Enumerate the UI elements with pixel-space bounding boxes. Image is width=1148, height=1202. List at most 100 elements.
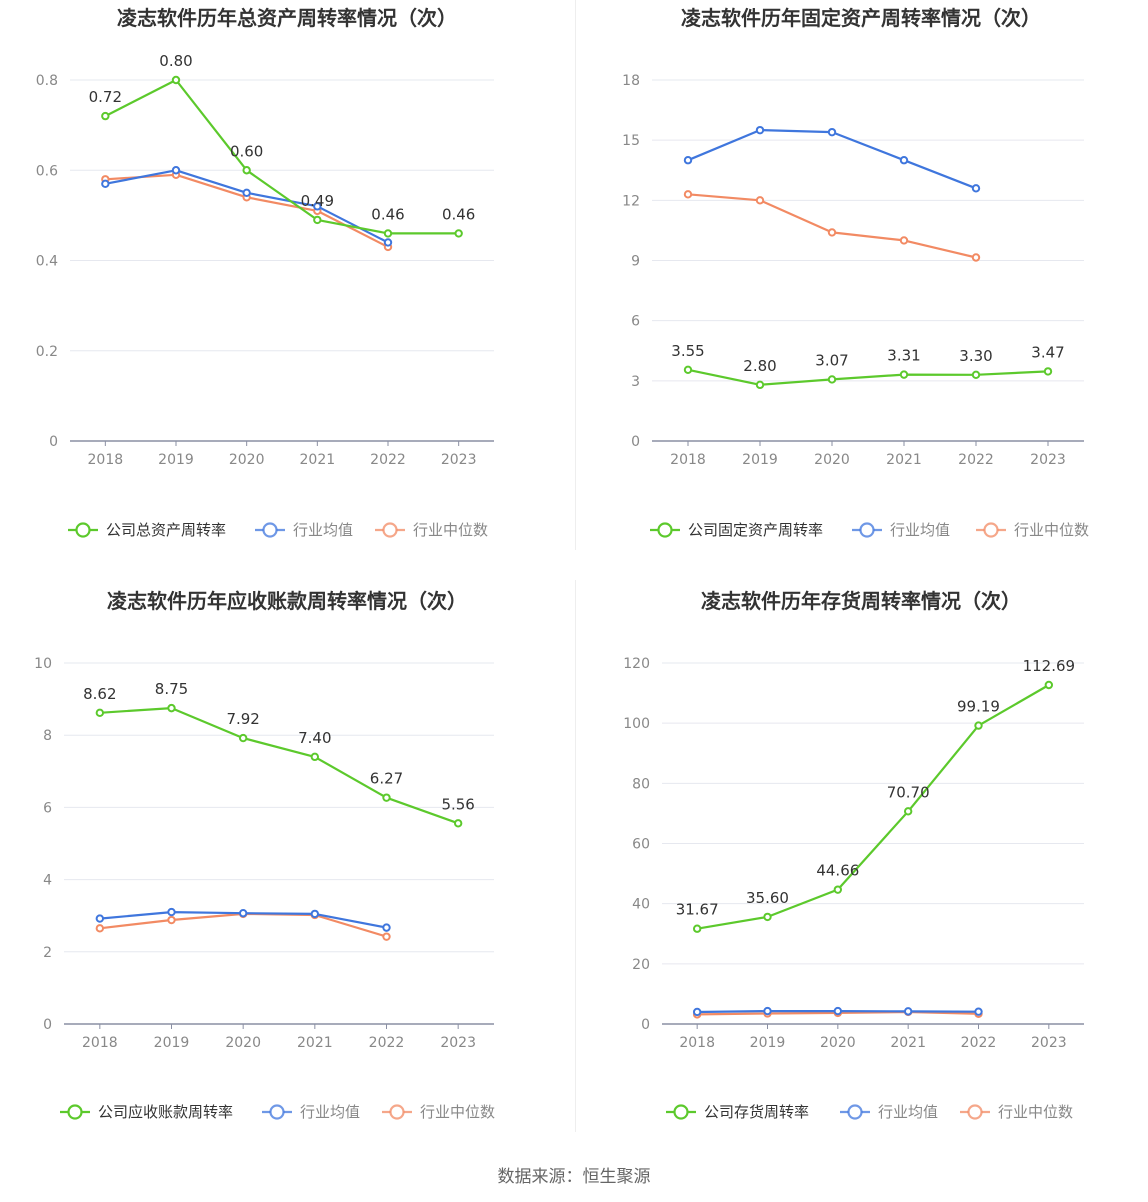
x-tick-label: 2019 — [154, 1035, 190, 1051]
data-point — [763, 1006, 772, 1016]
x-tick-label: 2019 — [742, 452, 778, 468]
x-tick-label: 2020 — [225, 1035, 261, 1051]
data-label: 44.66 — [816, 862, 859, 880]
data-label: 3.30 — [959, 347, 992, 365]
x-tick-label: 2018 — [670, 452, 706, 468]
x-tick-label: 2021 — [886, 452, 922, 468]
legend-label: 行业中位数 — [998, 1103, 1073, 1121]
data-point — [755, 380, 765, 390]
data-point — [1043, 367, 1053, 376]
data-point — [310, 752, 320, 762]
data-point — [382, 932, 391, 941]
legend-label: 公司固定资产周转率 — [688, 521, 823, 539]
chart-svg: 凌志软件历年固定资产周转率情况（次） 0 3 6 9 12 15 18 2018 2019 2020… — [622, 6, 1089, 539]
legend-label: 行业均值 — [878, 1103, 938, 1121]
x-tick-label: 2018 — [679, 1035, 715, 1051]
y-tick-label: 10 — [34, 656, 52, 672]
data-point — [1044, 680, 1054, 690]
data-point — [974, 721, 983, 730]
data-point — [101, 179, 110, 188]
data-point — [763, 912, 772, 922]
data-point — [453, 819, 463, 828]
x-tick-label: 2021 — [890, 1035, 926, 1051]
data-label: 3.47 — [1031, 343, 1064, 361]
x-tick-label: 2022 — [958, 452, 994, 468]
data-label: 0.49 — [301, 192, 334, 210]
data-point — [95, 708, 105, 718]
data-point — [313, 202, 322, 211]
data-point — [101, 111, 110, 121]
data-label: 3.07 — [815, 351, 848, 369]
chart-title: 凌志软件历年应收账款周转率情况（次） — [107, 589, 467, 613]
y-tick-label: 12 — [622, 193, 640, 209]
x-tick-label: 2019 — [750, 1035, 786, 1051]
data-label: 7.92 — [226, 710, 259, 728]
data-label: 35.60 — [746, 889, 789, 907]
data-point — [171, 166, 181, 175]
data-label: 8.75 — [155, 680, 188, 698]
y-tick-label: 0 — [641, 1017, 650, 1033]
data-point — [971, 184, 981, 193]
x-tick-label: 2023 — [441, 452, 477, 468]
data-point — [454, 229, 463, 238]
legend-label: 行业均值 — [300, 1103, 360, 1121]
data-label: 3.55 — [671, 342, 704, 360]
data-point — [95, 924, 105, 933]
data-label: 3.31 — [887, 347, 920, 365]
data-point — [899, 156, 909, 165]
x-tick-label: 2019 — [158, 452, 194, 468]
data-point — [755, 196, 765, 205]
data-point — [899, 370, 909, 379]
data-label: 112.69 — [1023, 657, 1075, 675]
data-point — [242, 188, 251, 198]
data-point — [310, 909, 320, 919]
y-tick-label: 18 — [622, 73, 640, 89]
data-point — [167, 915, 176, 925]
legend-marker — [847, 1104, 863, 1120]
y-tick-label: 40 — [632, 897, 650, 913]
series-line — [105, 173, 389, 248]
legend-label: 公司应收账款周转率 — [98, 1103, 233, 1121]
data-point — [971, 370, 981, 380]
chart-panel-total-asset-turnover: 凌志软件历年总资产周转率情况（次） 0 0.2 0.4 0.6 0.8 2018 2019 20… — [0, 0, 574, 585]
y-tick-label: 0 — [49, 434, 58, 450]
legend-label: 行业中位数 — [1014, 521, 1089, 539]
data-label: 0.80 — [159, 52, 192, 70]
legend-marker — [673, 1104, 689, 1120]
y-tick-label: 0.8 — [36, 73, 58, 89]
chart-panel-fixed-asset-turnover: 凌志软件历年固定资产周转率情况（次） 0 3 6 9 12 15 18 2018 2019 2020… — [574, 0, 1148, 585]
y-tick-label: 6 — [43, 800, 52, 816]
y-tick-label: 0 — [43, 1017, 52, 1033]
data-label: 0.60 — [230, 142, 263, 160]
legend-marker — [382, 522, 398, 538]
y-tick-label: 100 — [623, 716, 650, 732]
x-tick-label: 2018 — [82, 1035, 118, 1051]
data-point — [827, 375, 837, 384]
data-label: 2.80 — [743, 357, 776, 375]
legend-label: 行业均值 — [293, 521, 353, 539]
y-tick-label: 15 — [622, 133, 640, 149]
data-label: 99.19 — [957, 698, 1000, 716]
chart-panel-inventory-turnover: 凌志软件历年存货周转率情况（次） 0 20 40 60 80 100 120 2018 2019 2… — [574, 585, 1148, 1170]
data-point — [238, 908, 248, 918]
y-tick-label: 4 — [43, 873, 52, 889]
data-point — [383, 229, 393, 238]
legend-marker — [75, 522, 91, 538]
data-label: 7.40 — [298, 729, 331, 747]
data-point — [242, 166, 251, 175]
data-point — [167, 703, 176, 713]
legend-label: 公司总资产周转率 — [106, 521, 226, 539]
x-tick-label: 2023 — [440, 1035, 476, 1051]
x-tick-label: 2022 — [369, 1035, 405, 1051]
x-tick-label: 2020 — [820, 1035, 856, 1051]
data-point — [171, 75, 181, 85]
chart-panel-receivables-turnover: 凌志软件历年应收账款周转率情况（次） 0 2 4 6 8 10 2018 2019 2020 202… — [0, 585, 574, 1170]
legend-marker — [983, 522, 999, 538]
legend-marker — [657, 522, 673, 538]
y-tick-label: 0.6 — [36, 163, 58, 179]
chart-title: 凌志软件历年总资产周转率情况（次） — [117, 6, 457, 30]
data-point — [382, 923, 391, 932]
x-tick-label: 2020 — [814, 452, 850, 468]
data-point — [827, 127, 837, 137]
legend-marker — [262, 522, 278, 538]
